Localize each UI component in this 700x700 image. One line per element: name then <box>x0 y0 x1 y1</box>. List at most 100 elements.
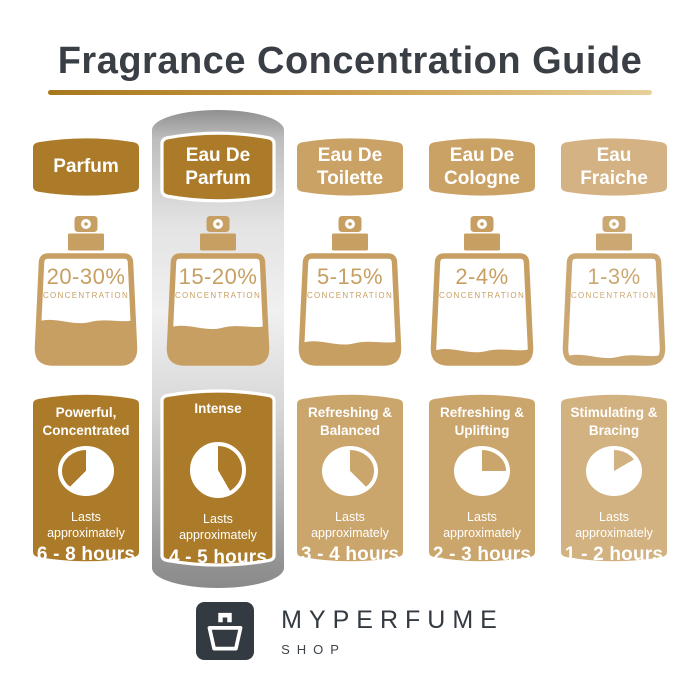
lasts-approximately-text: Lasts approximately <box>179 511 257 544</box>
banner-line-1: Eau De <box>185 144 251 166</box>
banner-line-1: Eau De <box>317 144 383 166</box>
banner-line-2: Fraiche <box>580 168 648 189</box>
banner-line-1: Eau <box>596 144 632 166</box>
lasts-line-2: approximately <box>311 525 389 540</box>
lasts-line-1: Lasts <box>203 512 233 526</box>
fragrance-type-label: Eau De Toilette <box>297 134 403 200</box>
duration-card: Refreshing & Uplifting Lasts approximate… <box>429 390 535 566</box>
perfume-bottle: 15-20% CONCENTRATION <box>163 214 273 367</box>
liquid-fill <box>169 325 267 362</box>
character-line-2: Balanced <box>319 422 380 438</box>
duration-hours: 2 - 3 hours <box>432 544 532 565</box>
character-line-1: Refreshing & <box>307 405 392 420</box>
character-line-2: Uplifting <box>454 422 510 438</box>
fragrance-type-banner: Eau Fraiche <box>561 134 667 200</box>
column-parfum: Parfum 20-30% CONCENTRATION <box>20 110 152 588</box>
fragrance-type-banner: Eau De Parfum <box>162 128 274 206</box>
duration-hours: 1 - 2 hours <box>564 544 664 565</box>
lasts-line-2: approximately <box>575 525 653 540</box>
concentration-text: 15-20% CONCENTRATION <box>163 266 273 300</box>
duration-card: Refreshing & Balanced Lasts approximatel… <box>297 390 403 566</box>
clock-icon <box>454 446 510 496</box>
duration-hours: 3 - 4 hours <box>300 544 400 565</box>
banner-ribbon-shape <box>33 138 139 196</box>
banner-line-2: Cologne <box>444 168 520 189</box>
perfume-bottle: 2-4% CONCENTRATION <box>427 214 537 367</box>
concentration-label: CONCENTRATION <box>174 291 262 300</box>
lasts-approximately-text: Lasts approximately <box>443 509 521 542</box>
character-line-1: Refreshing & <box>439 405 524 420</box>
lasts-approximately-text: Lasts approximately <box>311 509 389 542</box>
lasts-line-1: Lasts <box>467 509 497 524</box>
lasts-approximately-text: Lasts approximately <box>47 509 125 542</box>
lasts-approximately-text: Lasts approximately <box>575 509 653 542</box>
concentration-text: 5-15% CONCENTRATION <box>295 266 405 300</box>
perfume-bottle-icon <box>562 216 666 366</box>
concentration-percentage: 20-30% <box>46 264 126 289</box>
character-description: Refreshing & Uplifting <box>440 404 524 440</box>
perfume-bottle-icon <box>298 216 402 366</box>
column-eau-de-parfum: Eau De Parfum 15-20% CONCENTRATION <box>152 110 284 588</box>
perfume-bottle-icon <box>34 216 138 366</box>
fragrance-type-label: Parfum <box>33 134 139 200</box>
perfume-shop-logo-icon <box>196 602 255 660</box>
footer: MYPERFUME SHOP <box>0 602 700 660</box>
character-line-1: Powerful, <box>55 405 117 420</box>
page-title: Fragrance Concentration Guide <box>57 40 643 82</box>
title-underline <box>48 90 652 95</box>
character-description: Refreshing & Balanced <box>308 404 392 440</box>
brand-name: MYPERFUME <box>281 605 504 634</box>
banner-line-1: Parfum <box>53 156 119 178</box>
character-description: Powerful, Concentrated <box>42 404 129 440</box>
concentration-percentage: 1-3% <box>587 264 641 289</box>
duration-card: Stimulating & Bracing Lasts approximatel… <box>561 390 667 566</box>
lasts-line-1: Lasts <box>71 509 101 524</box>
clock-icon <box>322 446 378 496</box>
banner-ribbon-shape <box>429 138 535 196</box>
perfume-bottle-icon <box>166 216 270 366</box>
banner-line-2: Toilette <box>316 168 384 189</box>
brand-text: MYPERFUME SHOP <box>281 606 504 657</box>
duration-card: Powerful, Concentrated Lasts approximate… <box>33 390 139 566</box>
fragrance-type-banner: Eau De Cologne <box>429 134 535 200</box>
character-line-2: Bracing <box>588 422 640 438</box>
column-eau-de-toilette: Eau De Toilette 5-15% CONCENTRATION <box>284 110 416 588</box>
character-line-2: Concentrated <box>42 422 130 438</box>
liquid-fill <box>433 348 531 362</box>
concentration-label: CONCENTRATION <box>42 291 130 300</box>
lasts-line-2: approximately <box>47 525 125 540</box>
lasts-line-2: approximately <box>179 528 257 543</box>
lasts-line-1: Lasts <box>599 509 629 524</box>
duration-card: Intense Lasts approximately 4 - 5 hours <box>162 386 274 570</box>
banner-line-2: Parfum <box>185 168 251 189</box>
clock-icon <box>190 442 246 498</box>
liquid-fill <box>301 340 399 362</box>
concentration-text: 2-4% CONCENTRATION <box>427 266 537 300</box>
perfume-bottle: 20-30% CONCENTRATION <box>31 214 141 367</box>
column-eau-fraiche: Eau Fraiche 1-3% CONCENTRATION <box>548 110 680 588</box>
perfume-bottle-icon <box>430 216 534 366</box>
brand-subtitle: SHOP <box>281 641 346 657</box>
concentration-percentage: 2-4% <box>455 264 509 289</box>
clock-icon <box>586 446 642 496</box>
perfume-bottle: 5-15% CONCENTRATION <box>295 214 405 367</box>
character-line-1: Intense <box>194 401 242 416</box>
lasts-line-1: Lasts <box>335 509 365 524</box>
character-description: Intense <box>194 400 241 436</box>
perfume-bottle: 1-3% CONCENTRATION <box>559 214 669 367</box>
fragrance-type-label: Eau De Parfum <box>162 128 274 206</box>
liquid-fill <box>565 354 663 362</box>
fragrance-type-banner: Parfum <box>33 134 139 200</box>
duration-hours: 4 - 5 hours <box>168 546 268 568</box>
concentration-label: CONCENTRATION <box>438 291 526 300</box>
banner-ribbon-shape <box>162 128 274 206</box>
brand-logo: MYPERFUME SHOP <box>196 602 504 660</box>
columns: Parfum 20-30% CONCENTRATION <box>20 110 680 588</box>
concentration-label: CONCENTRATION <box>570 291 658 300</box>
duration-hours: 6 - 8 hours <box>36 544 136 565</box>
fragrance-type-label: Eau Fraiche <box>561 134 667 200</box>
column-eau-de-cologne: Eau De Cologne 2-4% CONCENTRATION <box>416 110 548 588</box>
banner-ribbon-shape <box>297 138 403 196</box>
concentration-percentage: 5-15% <box>316 264 384 289</box>
fragrance-type-label: Eau De Cologne <box>429 134 535 200</box>
